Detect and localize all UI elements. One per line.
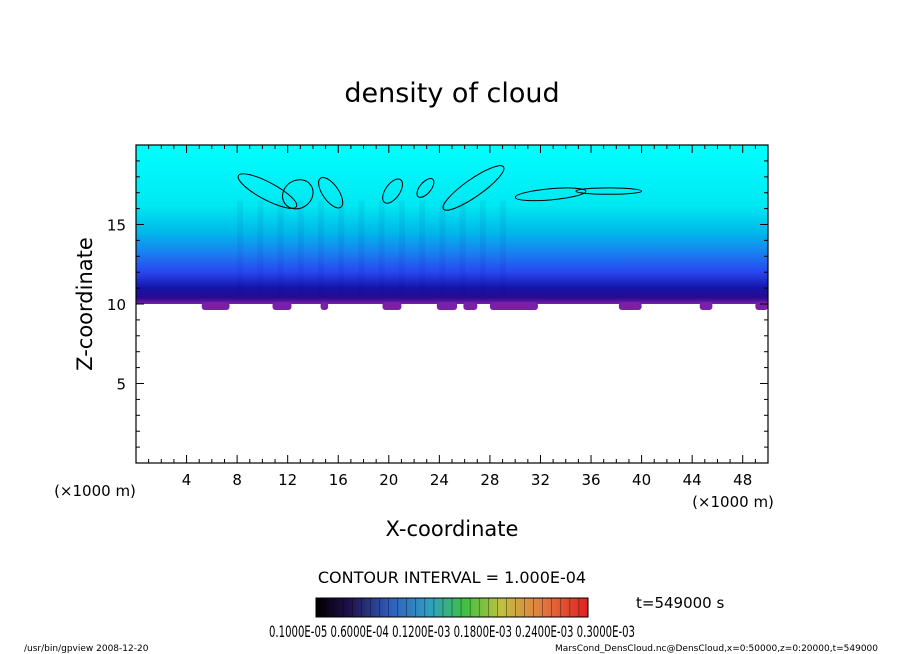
x-tick-label: 24 [430,471,449,489]
cloud-base-blob [699,302,713,310]
wave-streak [398,200,405,297]
wave-streak [479,200,486,297]
cloud-base-blob [463,302,478,310]
wave-streak [277,200,284,297]
x-tick-label: 8 [232,471,242,489]
colorbar-labels: 0.1000E-05 0.6000E-04 0.1200E-03 0.1800E… [269,622,635,641]
cloud-base-blob [320,302,329,310]
cloud-base-blob [436,302,458,310]
cloud-base-blob [201,302,230,310]
y-tick-label: 15 [107,217,126,235]
cloud-layer [136,145,768,304]
wave-streak [439,200,446,297]
x-tick-label: 36 [581,471,600,489]
y-tick-label: 5 [116,376,126,394]
y-axis-ticks: 5 10 15 [107,160,768,448]
wave-streak [338,200,345,297]
contour-line [416,178,435,198]
colorbar-segments [324,598,580,617]
wave-streak [459,200,466,297]
wave-streak [500,200,507,297]
x-axis-label: X-coordinate [386,517,519,541]
x-axis-ticks: 4 8 12 16 20 24 28 32 36 40 44 48 [148,145,756,489]
wave-streak [419,200,426,297]
cloud-base-blob [382,302,402,310]
cloud-base-blob [272,302,292,310]
time-label: t=549000 s [636,594,724,612]
cloud-base-blob [618,302,642,310]
y-unit-label: (×1000 m) [54,482,136,500]
wave-streak [237,200,244,297]
x-tick-label: 44 [683,471,702,489]
x-tick-label: 48 [733,471,752,489]
x-tick-label: 40 [632,471,651,489]
cloud-base-blob [755,302,768,310]
contour-line [318,177,344,209]
y-tick-label: 10 [107,296,126,314]
contour-line [575,187,643,195]
footer-right: MarsCond_DensCloud.nc@DensCloud,x=0:5000… [555,644,878,654]
y-axis-label: Z-coordinate [73,237,97,371]
wave-streak [378,200,385,297]
cloud-base-blob [489,302,538,310]
x-unit-label: (×1000 m) [692,493,774,511]
density-field [136,145,768,310]
contour-line [442,165,505,211]
contour-line [282,179,314,210]
x-tick-label: 12 [278,471,297,489]
x-tick-label: 20 [379,471,398,489]
wave-streak [358,200,365,297]
wave-streak [297,200,304,297]
contour-line [514,187,587,202]
contour-line [382,178,403,204]
contour-interval: CONTOUR INTERVAL = 1.000E-04 [318,568,586,587]
contour-lines [237,165,643,211]
x-tick-label: 28 [480,471,499,489]
wave-streak [318,200,325,297]
x-tick-label: 16 [329,471,348,489]
footer-left: /usr/bin/gpview 2008-12-20 [24,644,149,654]
chart-title: density of cloud [344,78,559,109]
x-tick-label: 32 [531,471,550,489]
x-tick-label: 4 [182,471,192,489]
contour-line [237,173,298,209]
wave-streak [257,200,264,297]
